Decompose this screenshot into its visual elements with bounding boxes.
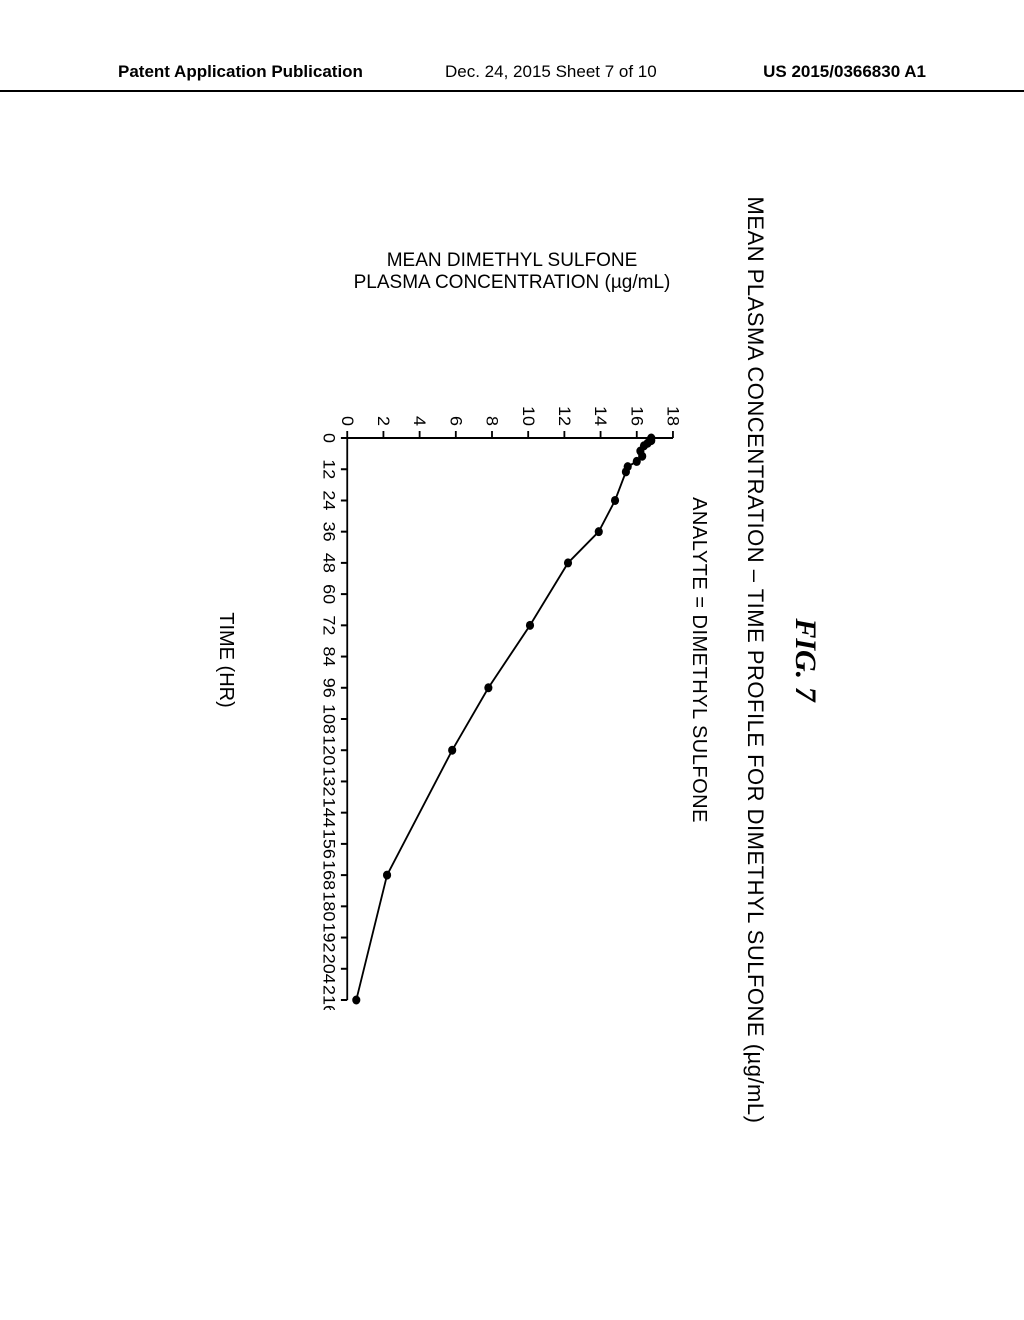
data-point bbox=[595, 527, 603, 536]
y-axis-label-line2: PLASMA CONCENTRATION (µg/mL) bbox=[354, 272, 671, 293]
page: Patent Application Publication Dec. 24, … bbox=[0, 0, 1024, 1320]
figure: FIG. 7 MEAN PLASMA CONCENTRATION – TIME … bbox=[202, 250, 822, 1070]
x-tick-label: 144 bbox=[320, 798, 339, 828]
x-tick-label: 24 bbox=[320, 490, 339, 510]
chart-caption: MEAN PLASMA CONCENTRATION – TIME PROFILE… bbox=[742, 197, 768, 1124]
x-tick-label: 84 bbox=[320, 647, 339, 667]
x-tick-label: 12 bbox=[320, 459, 339, 479]
x-tick-label: 132 bbox=[320, 766, 339, 796]
data-point bbox=[611, 496, 619, 505]
data-point bbox=[352, 996, 360, 1005]
data-point bbox=[633, 457, 641, 466]
chart-plot: 0122436486072849610812013214415616818019… bbox=[302, 390, 682, 1010]
y-tick-label: 6 bbox=[447, 416, 466, 426]
data-point bbox=[564, 558, 572, 567]
data-point bbox=[622, 467, 630, 476]
figure-rotated-container: FIG. 7 MEAN PLASMA CONCENTRATION – TIME … bbox=[202, 250, 822, 1070]
y-tick-label: 12 bbox=[555, 406, 574, 426]
y-tick-label: 0 bbox=[338, 416, 357, 426]
x-tick-label: 120 bbox=[320, 735, 339, 765]
page-header: Patent Application Publication Dec. 24, … bbox=[0, 62, 1024, 92]
data-point bbox=[383, 871, 391, 880]
data-point bbox=[526, 621, 534, 630]
y-tick-label: 8 bbox=[483, 416, 502, 426]
y-axis-label-line1: MEAN DIMETHYL SULFONE bbox=[387, 250, 638, 271]
header-center: Dec. 24, 2015 Sheet 7 of 10 bbox=[445, 62, 657, 82]
y-tick-label: 16 bbox=[628, 406, 647, 426]
y-tick-label: 2 bbox=[374, 416, 393, 426]
x-axis-label: TIME (HR) bbox=[214, 612, 237, 708]
x-tick-label: 60 bbox=[320, 584, 339, 604]
x-tick-label: 156 bbox=[320, 829, 339, 859]
x-tick-label: 204 bbox=[320, 954, 339, 984]
x-tick-label: 180 bbox=[320, 891, 339, 921]
x-tick-label: 216 bbox=[320, 985, 339, 1010]
x-tick-label: 0 bbox=[320, 433, 339, 443]
y-tick-label: 10 bbox=[519, 406, 538, 426]
x-tick-label: 108 bbox=[320, 704, 339, 734]
x-tick-label: 36 bbox=[320, 522, 339, 542]
series-line bbox=[356, 438, 651, 1000]
figure-label: FIG. 7 bbox=[788, 618, 822, 701]
x-tick-label: 192 bbox=[320, 923, 339, 953]
x-tick-label: 72 bbox=[320, 615, 339, 635]
y-tick-label: 14 bbox=[591, 406, 610, 426]
analyte-label: ANALYTE = DIMETHYL SULFONE bbox=[687, 497, 710, 823]
x-tick-label: 48 bbox=[320, 553, 339, 573]
y-axis-label: MEAN DIMETHYL SULFONE PLASMA CONCENTRATI… bbox=[354, 250, 671, 294]
data-point bbox=[448, 746, 456, 755]
y-tick-label: 18 bbox=[664, 406, 682, 426]
x-tick-label: 168 bbox=[320, 860, 339, 890]
x-tick-label: 96 bbox=[320, 678, 339, 698]
data-point bbox=[484, 683, 492, 692]
header-right: US 2015/0366830 A1 bbox=[763, 62, 926, 82]
header-left: Patent Application Publication bbox=[118, 62, 363, 82]
y-tick-label: 4 bbox=[410, 416, 429, 426]
